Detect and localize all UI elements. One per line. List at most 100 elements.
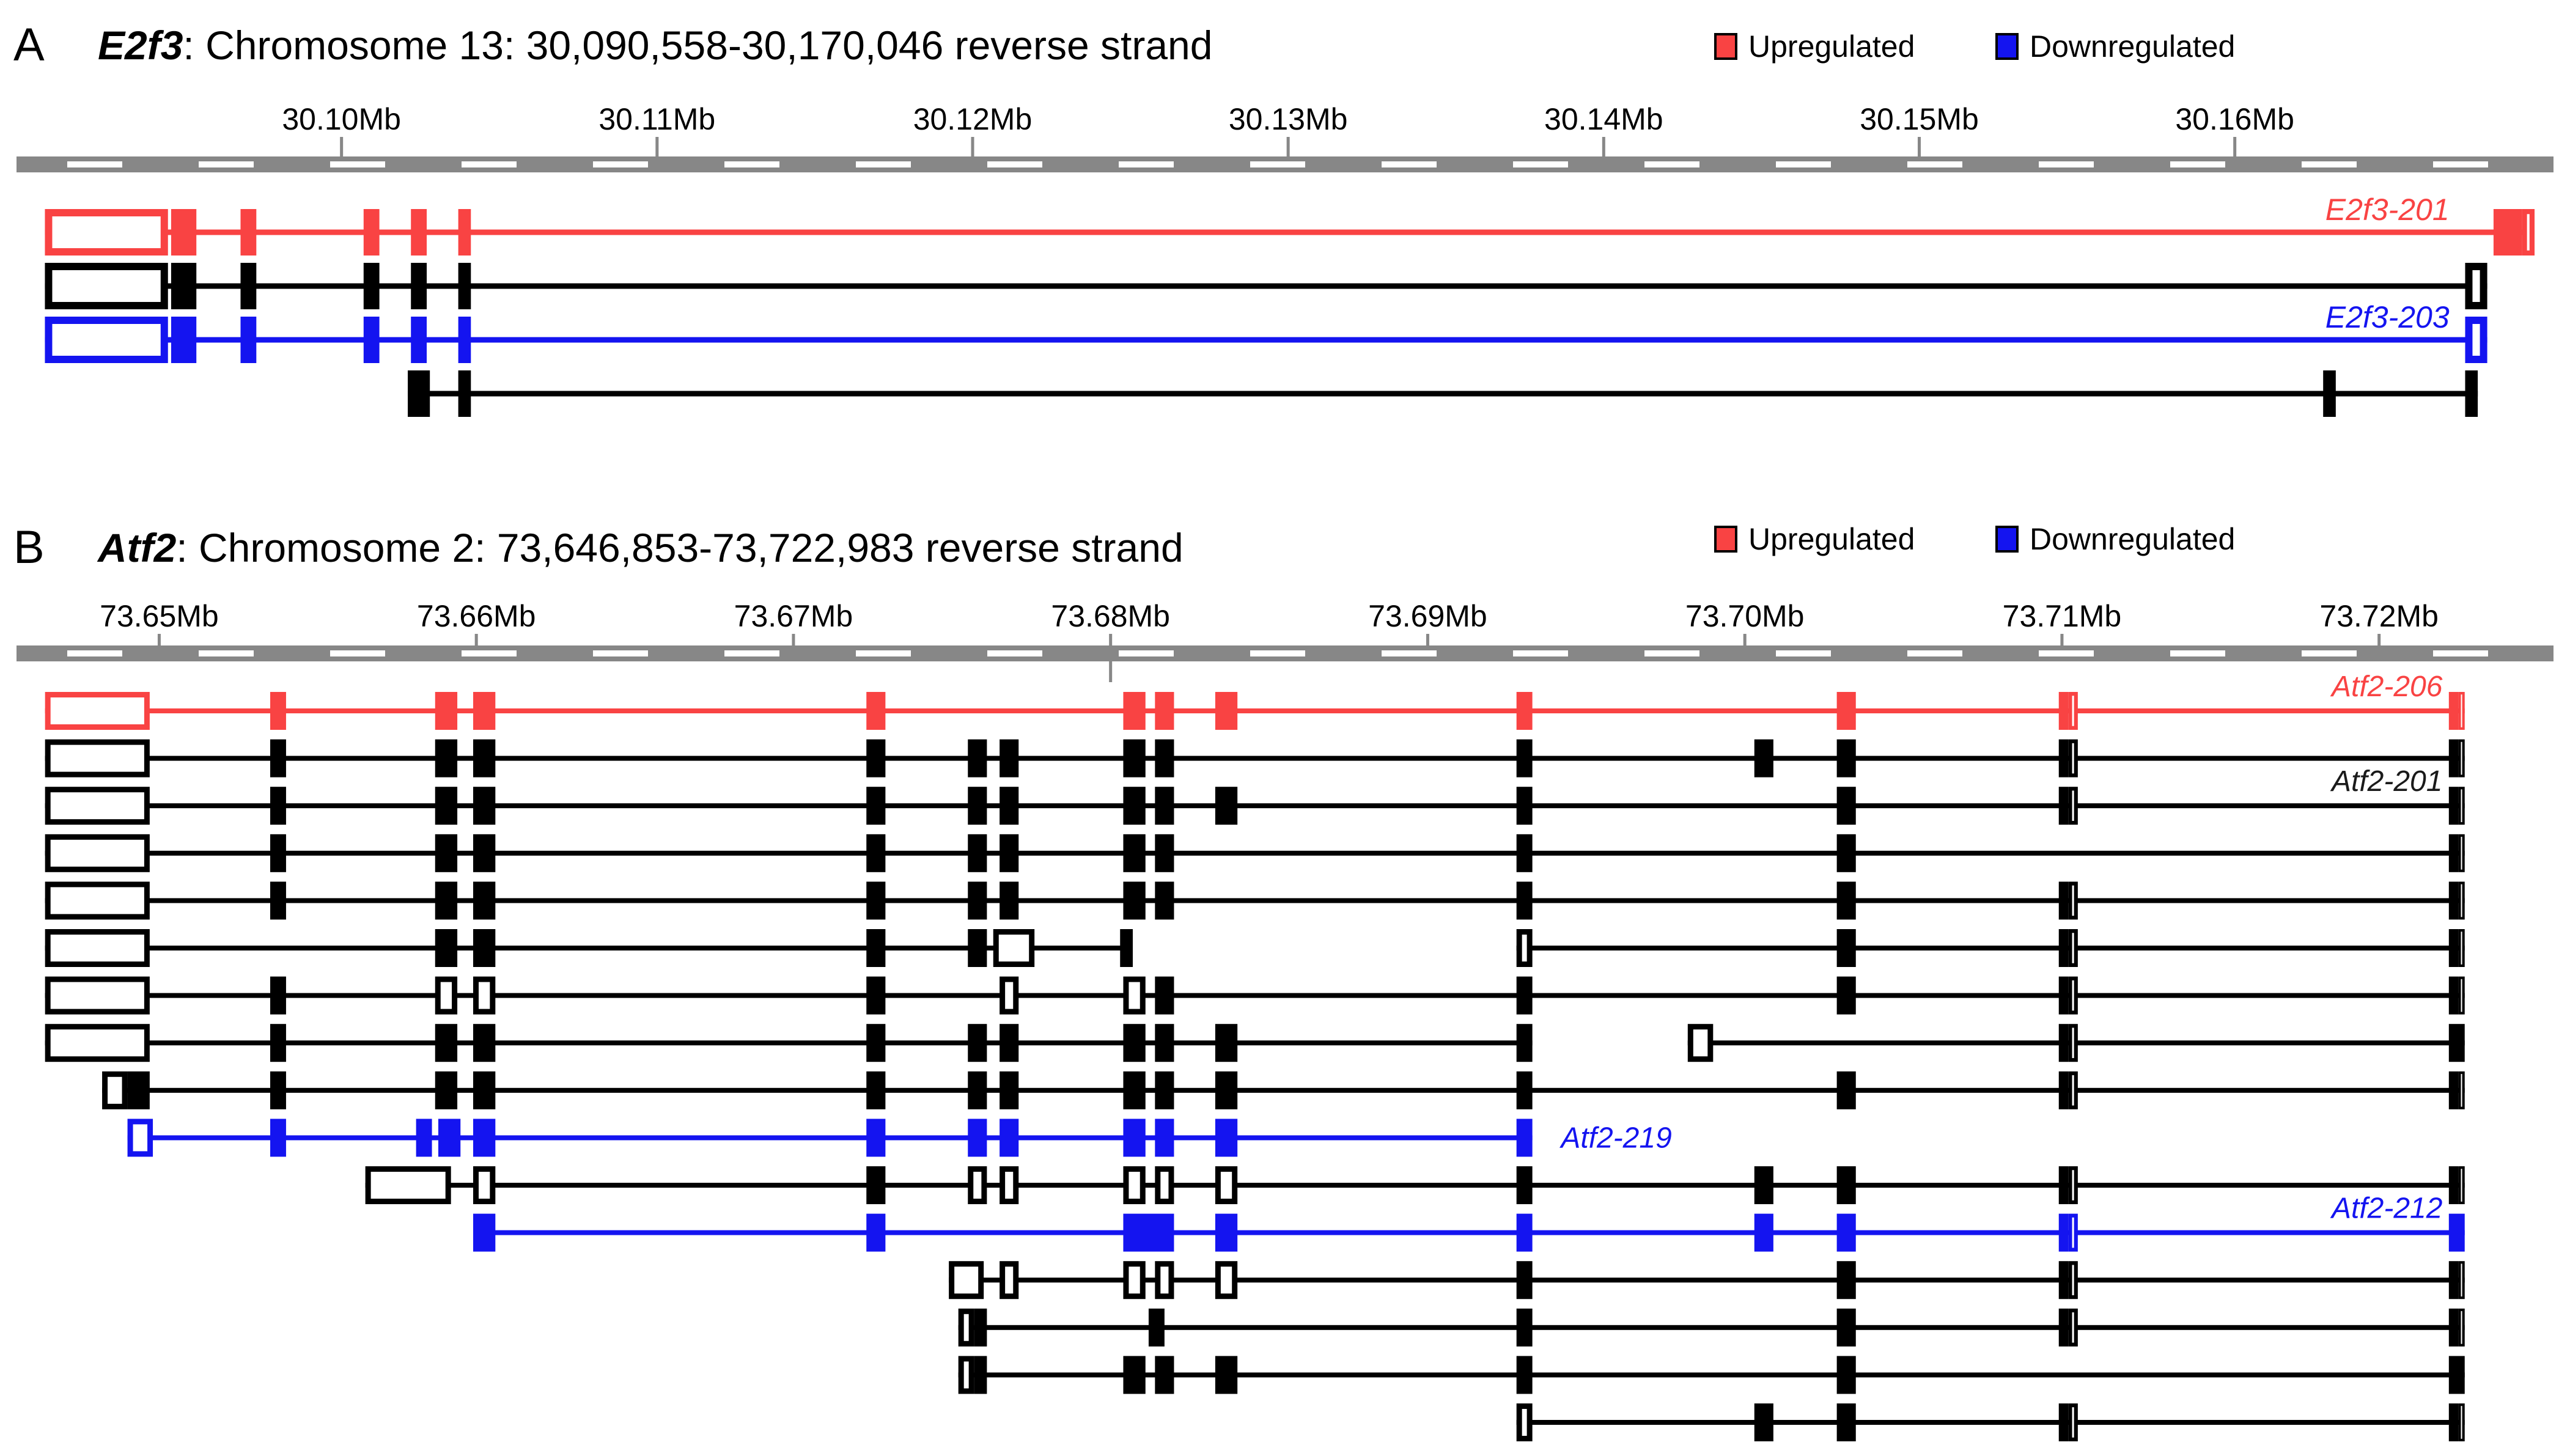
exon-open: [473, 1166, 496, 1204]
exon-filled: [2465, 370, 2478, 417]
exon-filled: [2323, 370, 2336, 417]
exon-filled: [435, 1071, 458, 1109]
exon-filled: [1000, 834, 1019, 872]
exon-filled: [2058, 739, 2069, 778]
transcript-row: [958, 1308, 2465, 1347]
exon-filled: [2448, 1071, 2459, 1109]
intron-line: [1516, 946, 2465, 950]
exon-open: [365, 1166, 451, 1204]
intron-line: [45, 946, 1133, 950]
ruler-dash: [462, 650, 517, 656]
exon-filled: [1123, 1071, 1146, 1109]
exon-open: [45, 263, 168, 309]
exon-filled: [270, 1071, 286, 1109]
exon-filled: [363, 209, 380, 256]
exon-filled: [1836, 834, 1856, 872]
panel-b-title: Atf2: Chromosome 2: 73,646,853-73,722,98…: [98, 524, 1184, 571]
exon-open: [2458, 881, 2465, 920]
exon-filled: [1516, 739, 1533, 778]
exon-filled: [1155, 1024, 1174, 1062]
exon-filled: [1155, 1071, 1174, 1109]
exon-filled: [2448, 739, 2459, 778]
exon-filled: [1516, 1356, 1533, 1394]
exon-filled: [1516, 1166, 1533, 1204]
exon-filled: [473, 692, 496, 730]
intron-line: [949, 1278, 2465, 1283]
transcript-label: Atf2-206: [2330, 671, 2443, 703]
ruler-dash: [2039, 161, 2094, 167]
transcript-label: E2f3-203: [2325, 300, 2450, 334]
axis-tick-label: 30.15Mb: [1860, 102, 1979, 136]
exon-filled: [968, 1024, 987, 1062]
exon-filled: [2448, 976, 2459, 1015]
axis-tick: [1426, 634, 1429, 645]
exon-filled: [1836, 1071, 1856, 1109]
exon-filled: [1000, 1119, 1019, 1157]
exon-filled: [1155, 787, 1174, 825]
exon-open: [45, 834, 150, 872]
intron-line: [365, 1183, 2465, 1188]
transcript-row: [45, 976, 2465, 1015]
exon-filled: [1155, 1119, 1174, 1157]
exon-filled: [240, 317, 257, 363]
exon-filled: [240, 263, 257, 309]
intron-line: [127, 1135, 1533, 1141]
exon-filled: [1155, 692, 1174, 730]
exon-open: [102, 1071, 128, 1109]
transcript-row: Atf2-212: [473, 1193, 2465, 1252]
axis-tick-label: 73.71Mb: [2003, 599, 2122, 633]
exon-filled: [866, 692, 886, 730]
exon-open: [45, 209, 168, 256]
axis-tick: [1743, 634, 1747, 645]
exon-filled: [240, 209, 257, 256]
ruler-dash: [2170, 161, 2225, 167]
exon-filled: [866, 881, 886, 920]
exon-filled: [270, 881, 286, 920]
exon-open: [1155, 1166, 1174, 1204]
exon-filled: [2058, 787, 2069, 825]
exon-filled: [1155, 1356, 1174, 1394]
exon-filled: [408, 370, 430, 417]
exon-filled: [1516, 692, 1533, 730]
exon-filled: [411, 263, 427, 309]
axis-tick-label: 73.66Mb: [417, 599, 536, 633]
transcript-row: [45, 928, 2465, 968]
exon-filled: [2493, 209, 2522, 256]
exon-filled: [866, 929, 886, 967]
intron-line: [45, 850, 2465, 856]
ruler-dash: [1644, 161, 1699, 167]
exon-filled: [1123, 1356, 1146, 1394]
intron-line: [45, 898, 2465, 903]
exon-filled: [1836, 739, 1856, 778]
exon-filled: [435, 1024, 458, 1062]
exon-filled: [127, 1071, 150, 1109]
axis-tick: [340, 137, 344, 156]
ruler-dash: [856, 161, 911, 167]
exon-open: [2068, 739, 2078, 778]
exon-open: [2068, 1261, 2078, 1300]
exon-filled: [1123, 834, 1146, 872]
exon-filled: [171, 209, 197, 256]
intron-line: [958, 1325, 2465, 1330]
exon-open: [1000, 976, 1019, 1015]
ruler-dash: [462, 161, 517, 167]
exon-filled: [1836, 976, 1856, 1015]
exon-open: [2068, 1308, 2078, 1347]
transcript-row: [958, 1356, 2465, 1394]
exon-filled: [1836, 1166, 1856, 1204]
axis-tick-label: 30.13Mb: [1229, 102, 1348, 136]
transcript-row: [45, 739, 2465, 778]
exon-open: [958, 1308, 974, 1347]
exon-filled: [866, 1166, 886, 1204]
ruler-dash: [593, 161, 648, 167]
exon-open: [45, 692, 150, 730]
exon-filled: [435, 834, 458, 872]
exon-open: [45, 881, 150, 920]
exon-filled: [473, 834, 496, 872]
ruler-dash: [1382, 161, 1437, 167]
ruler-dash: [987, 161, 1042, 167]
exon-open: [2458, 739, 2465, 778]
upregulated-swatch: [1714, 33, 1737, 60]
axis-tick-label: 73.65Mb: [100, 599, 219, 633]
exon-filled: [1516, 1024, 1533, 1062]
